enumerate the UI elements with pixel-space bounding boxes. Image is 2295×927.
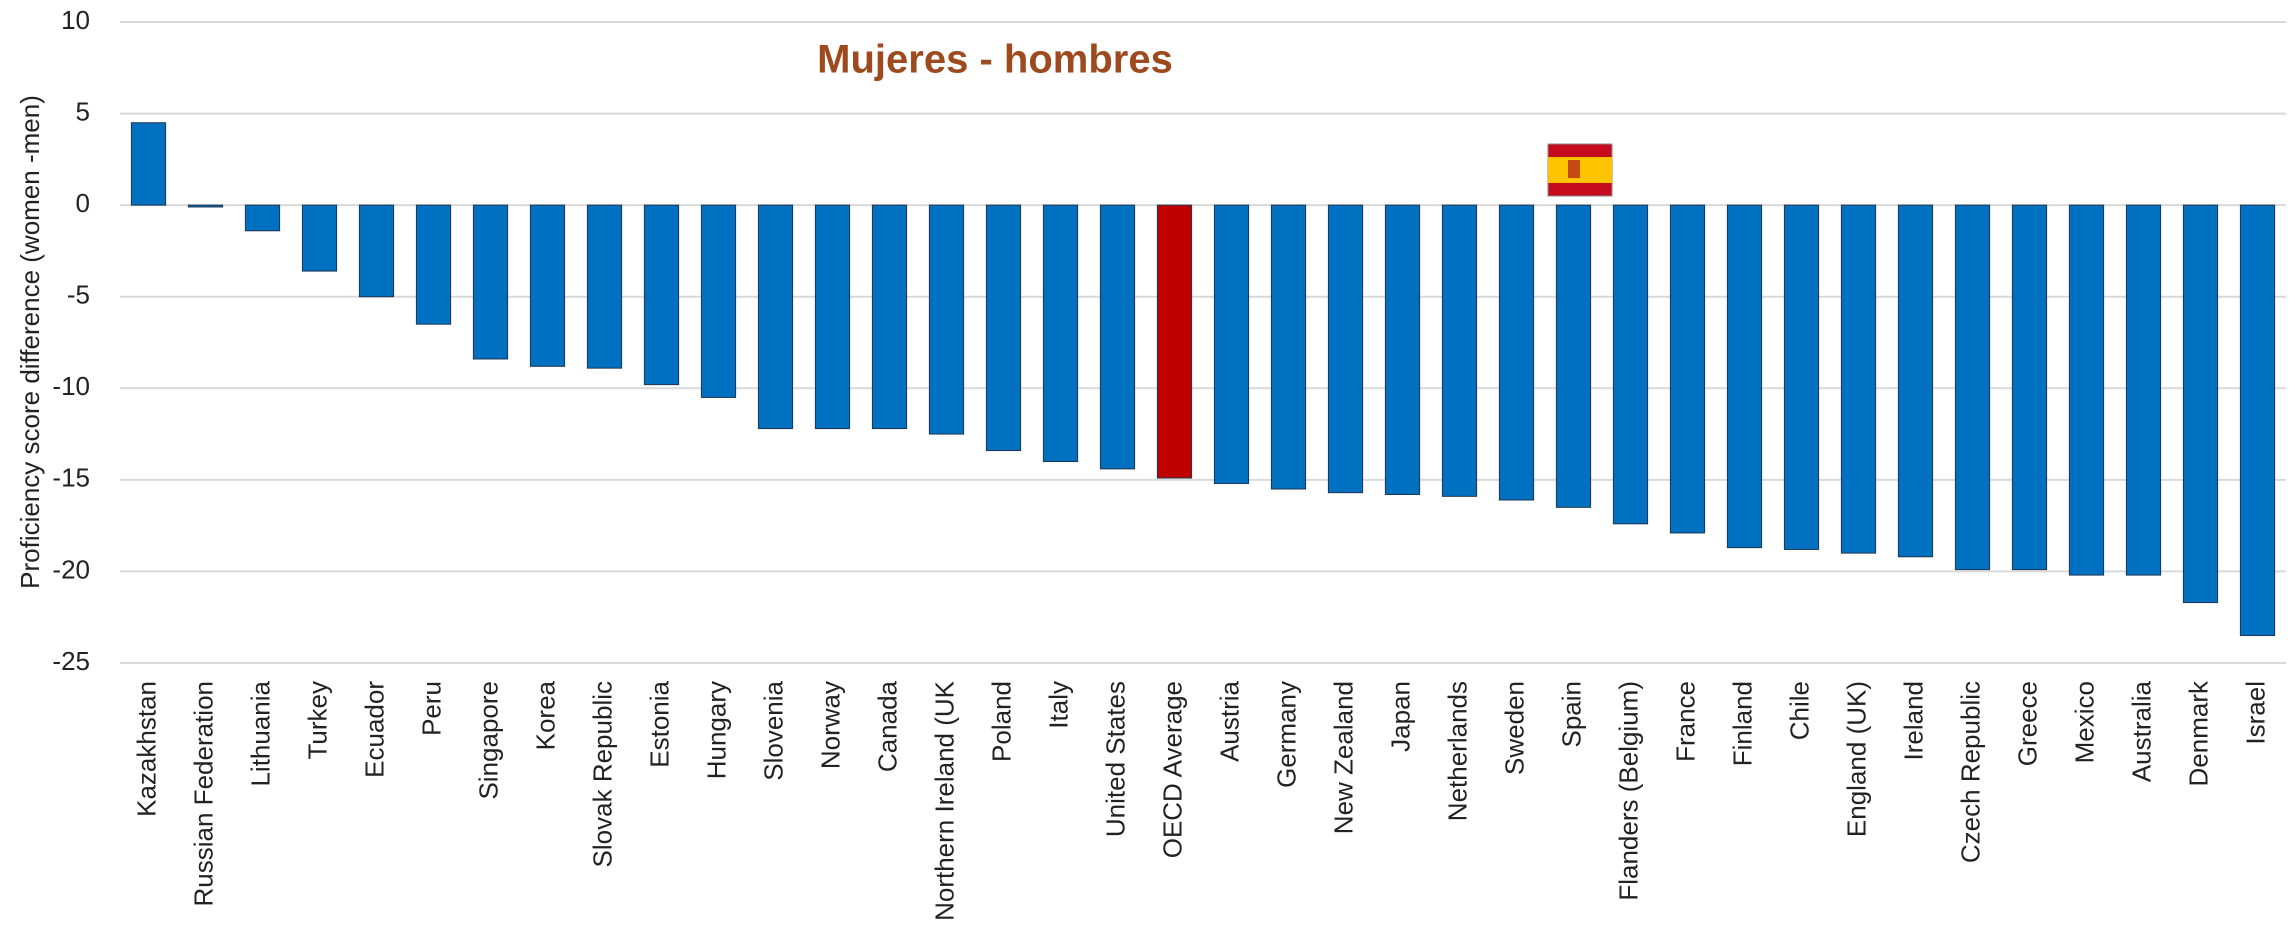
bar <box>244 204 281 232</box>
bar <box>643 204 680 386</box>
x-tick-label: Ireland <box>1898 681 1928 761</box>
bar <box>472 204 509 360</box>
x-tick-label: Lithuania <box>245 680 275 786</box>
bar <box>1897 204 1934 558</box>
x-tick-label: Peru <box>416 681 446 736</box>
x-tick-label: Chile <box>1784 681 1814 740</box>
x-tick-label: Norway <box>815 681 845 769</box>
bar <box>2011 204 2048 571</box>
x-tick-label: Austria <box>1214 680 1244 761</box>
bar <box>130 122 167 206</box>
bar <box>1327 204 1364 494</box>
bar <box>1270 204 1307 490</box>
y-axis-label: Proficiency score difference (women -men… <box>15 95 45 589</box>
x-tick-label: Japan <box>1385 681 1415 752</box>
x-tick-label: Mexico <box>2069 681 2099 763</box>
x-tick-label: New Zealand <box>1328 681 1358 834</box>
x-tick-label: Poland <box>986 681 1016 762</box>
x-tick-label: Australia <box>2126 680 2156 782</box>
bar <box>187 204 224 208</box>
y-tick-label: 5 <box>76 96 90 126</box>
bar <box>529 204 566 367</box>
x-tick-label: Spain <box>1556 681 1586 748</box>
bar <box>1783 204 1820 550</box>
bar <box>301 204 338 272</box>
x-tick-label: France <box>1670 681 1700 762</box>
x-tick-label: United States <box>1100 681 1130 837</box>
bar <box>1726 204 1763 549</box>
x-tick-label: Slovenia <box>758 680 788 780</box>
bar <box>1498 204 1535 501</box>
x-tick-label: Korea <box>530 680 560 750</box>
chart-title: Mujeres - hombres <box>817 38 1173 82</box>
bar <box>1042 204 1079 463</box>
x-tick-label: Greece <box>2012 681 2042 766</box>
spain-flag <box>1547 143 1613 197</box>
x-tick-label: Czech Republic <box>1955 681 1985 863</box>
bar <box>2125 204 2162 576</box>
x-tick-label: Ecuador <box>359 681 389 778</box>
bar <box>1156 204 1193 479</box>
x-tick-label: Slovak Republic <box>587 681 617 867</box>
x-tick-label: Italy <box>1043 681 1073 729</box>
bar <box>415 204 452 325</box>
y-tick-label: 0 <box>76 188 90 218</box>
x-tick-label: Hungary <box>701 681 731 779</box>
bar <box>1612 204 1649 525</box>
bar <box>1669 204 1706 534</box>
x-tick-label: Northern Ireland (UK <box>929 680 959 921</box>
bar <box>871 204 908 430</box>
x-tick-label: Kazakhstan <box>131 681 161 817</box>
y-tick-label: -15 <box>52 463 90 493</box>
x-tick-label: Flanders (Belgium) <box>1613 681 1643 901</box>
bar <box>2239 204 2276 637</box>
bar <box>1840 204 1877 554</box>
y-tick-label: -5 <box>67 280 90 310</box>
y-tick-label: -20 <box>52 554 90 584</box>
bar <box>2068 204 2105 576</box>
y-tick-label: -10 <box>52 371 90 401</box>
bar <box>814 204 851 430</box>
bar <box>1213 204 1250 485</box>
x-tick-label: Sweden <box>1499 681 1529 775</box>
x-tick-label: Israel <box>2240 681 2270 745</box>
bar <box>1555 204 1592 508</box>
bar <box>2182 204 2219 604</box>
bar <box>985 204 1022 452</box>
bar <box>1384 204 1421 496</box>
x-tick-label: OECD Average <box>1157 681 1187 858</box>
x-tick-label: England (UK) <box>1841 681 1871 837</box>
bar <box>928 204 965 435</box>
x-tick-label: Russian Federation <box>188 681 218 906</box>
x-tick-label: Germany <box>1271 681 1301 788</box>
y-tick-label: -25 <box>52 646 90 676</box>
x-tick-label: Singapore <box>473 681 503 800</box>
x-tick-label: Finland <box>1727 681 1757 766</box>
x-tick-label: Canada <box>872 680 902 772</box>
x-tick-label: Estonia <box>644 680 674 767</box>
bar <box>757 204 794 430</box>
bar <box>358 204 395 298</box>
bar <box>586 204 623 369</box>
x-tick-label: Denmark <box>2183 680 2213 786</box>
bar <box>1099 204 1136 470</box>
bar <box>700 204 737 398</box>
bar <box>1954 204 1991 571</box>
bar <box>1441 204 1478 497</box>
y-tick-label: 10 <box>61 5 90 35</box>
x-tick-label: Netherlands <box>1442 681 1472 821</box>
x-tick-label: Turkey <box>302 681 332 760</box>
